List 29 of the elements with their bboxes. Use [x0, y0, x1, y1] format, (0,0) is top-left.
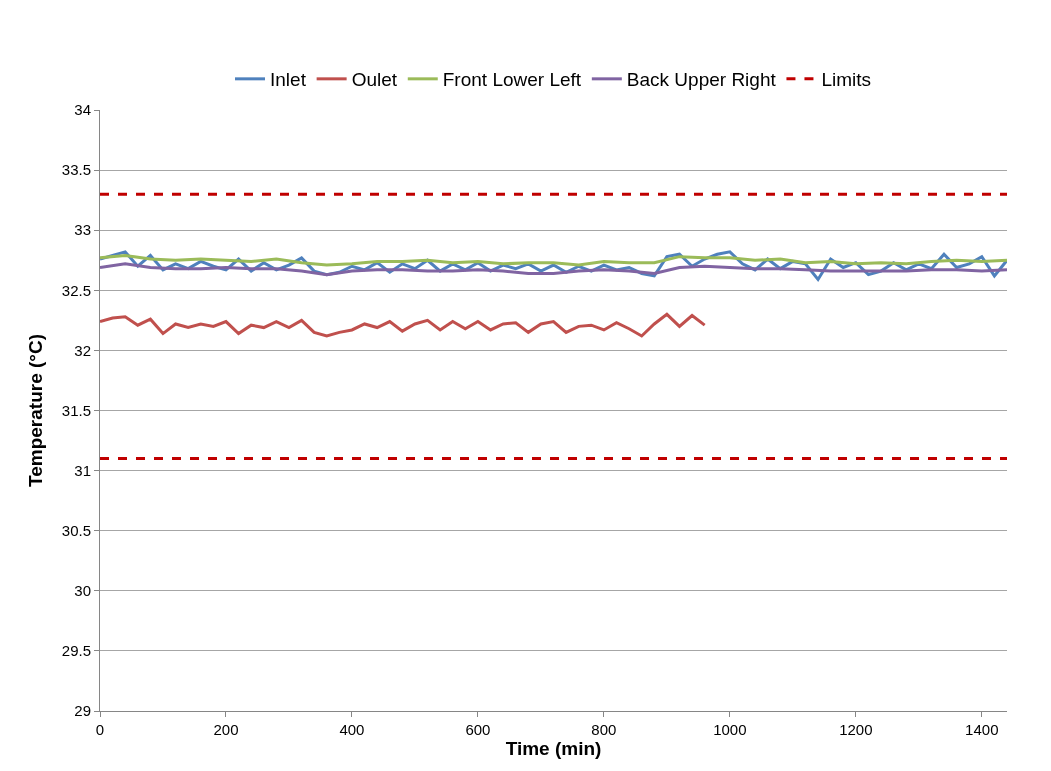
y-tick-label: 31: [74, 461, 91, 479]
legend-label: Back Upper Right: [626, 69, 777, 91]
legend-label: Limits: [821, 69, 872, 91]
y-tick-label: 32.5: [61, 281, 91, 299]
x-tick-label: 800: [591, 721, 617, 738]
y-axis-title: Temperature (°C): [24, 334, 46, 487]
line-series: [100, 253, 1007, 267]
y-tick-label: 29.5: [61, 642, 91, 660]
y-tick-label: 29: [74, 702, 91, 720]
y-tick-label: 34: [74, 101, 91, 119]
line-series: [100, 262, 1007, 277]
legend-label: Inlet: [270, 69, 307, 91]
x-tick-label: 1200: [839, 721, 873, 738]
x-tick-label: 1400: [965, 721, 999, 738]
x-tick-label: 200: [213, 721, 239, 738]
x-axis-title: Time (min): [505, 738, 602, 759]
y-tick-label: 33: [74, 221, 91, 239]
y-tick-label: 31.5: [61, 401, 91, 419]
y-tick-label: 33.5: [61, 161, 91, 179]
x-tick-label: 0: [95, 721, 105, 738]
legend-label: Oulet: [351, 69, 398, 91]
x-tick-label: 400: [339, 721, 365, 738]
y-tick-label: 30: [74, 582, 91, 600]
line-series: [100, 312, 707, 338]
y-tick-label: 32: [74, 341, 91, 359]
legend-label: Front Lower Left: [442, 69, 582, 91]
y-tick-label: 30.5: [61, 521, 91, 539]
x-tick-label: 600: [465, 721, 491, 738]
x-tick-label: 1000: [713, 721, 747, 738]
